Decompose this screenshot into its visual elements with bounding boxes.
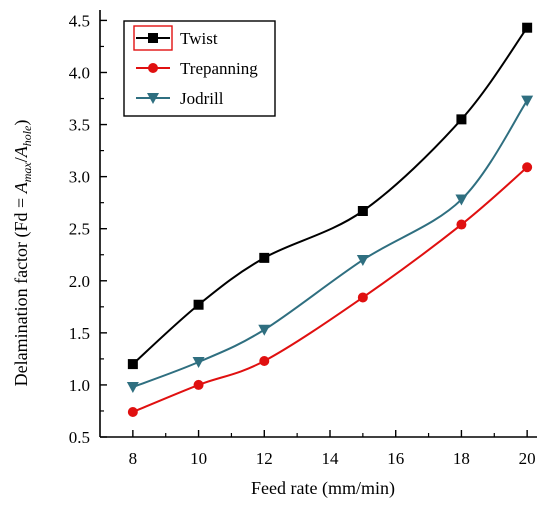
legend-marker — [147, 93, 159, 104]
legend-label: Trepanning — [180, 59, 258, 78]
data-point — [193, 299, 204, 310]
data-point — [357, 206, 368, 217]
x-tick-label: 10 — [190, 449, 207, 468]
legend: Twist Trepanning Jodrill — [123, 20, 276, 117]
data-point — [127, 359, 138, 370]
data-point — [258, 324, 271, 336]
legend-label: Jodrill — [180, 89, 224, 108]
y-axis-label-prefix: Delamination factor (Fd = — [11, 193, 32, 386]
series-twist — [127, 22, 533, 370]
y-axis-label-a2: A — [11, 145, 31, 158]
y-axis-label-slash: / — [11, 157, 31, 162]
y-tick-label: 2.5 — [69, 220, 90, 239]
series-layer — [126, 22, 534, 418]
data-point — [192, 357, 205, 369]
legend-item-trepanning: Trepanning — [136, 59, 258, 78]
x-tick-label: 20 — [519, 449, 536, 468]
y-tick-label: 2.0 — [69, 272, 90, 291]
y-tick-label: 4.5 — [69, 11, 90, 30]
data-point — [126, 382, 139, 394]
y-axis-label-a1: A — [11, 181, 31, 194]
legend-item-jodrill: Jodrill — [136, 89, 224, 108]
x-tick-label: 16 — [387, 449, 404, 468]
series-line — [132, 100, 528, 388]
series-trepanning — [127, 162, 533, 418]
legend-highlight — [133, 25, 173, 51]
data-point — [127, 407, 138, 418]
y-axis-label-suffix: ) — [11, 120, 32, 126]
legend-marker — [148, 33, 158, 43]
y-axis-label-sub1: max — [20, 162, 34, 183]
y-tick-label: 3.0 — [69, 168, 90, 187]
data-point — [193, 379, 204, 390]
legend-item-twist: Twist — [133, 25, 218, 51]
data-point — [521, 95, 534, 107]
data-point — [456, 114, 467, 125]
x-axis-label: Feed rate (mm/min) — [251, 478, 395, 499]
x-tick-label: 8 — [129, 449, 138, 468]
x-tick-label: 14 — [322, 449, 340, 468]
data-point — [522, 162, 533, 173]
data-point — [522, 22, 533, 33]
y-tick-label: 3.5 — [69, 116, 90, 135]
x-tick-label: 12 — [256, 449, 273, 468]
y-axis-label: Delamination factor (Fd = Amax/Ahole) — [11, 120, 34, 387]
plot-area: 0.5 1.0 1.5 2.0 2.5 3.0 3.5 4.0 4.5 8 10 12 14 16 18 20 — [69, 10, 537, 468]
y-tick-label: 1.0 — [69, 376, 90, 395]
data-point — [357, 292, 368, 303]
y-axis-label-sub2: hole — [20, 125, 34, 146]
legend-label: Twist — [180, 29, 218, 48]
x-tick-label: 18 — [453, 449, 470, 468]
y-tick-label: 4.0 — [69, 63, 90, 82]
data-point — [259, 355, 270, 366]
series-jodrill — [126, 95, 534, 394]
legend-marker — [148, 63, 158, 73]
data-point — [456, 219, 467, 230]
data-point — [455, 194, 468, 206]
series-line — [132, 166, 528, 413]
data-point — [356, 254, 369, 266]
y-tick-label: 0.5 — [69, 428, 90, 447]
y-tick-label: 1.5 — [69, 324, 90, 343]
data-point — [259, 252, 270, 263]
